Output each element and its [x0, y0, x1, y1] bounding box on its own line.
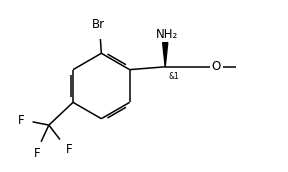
Text: NH₂: NH₂: [156, 28, 179, 41]
Text: Br: Br: [92, 18, 105, 30]
Text: &1: &1: [168, 72, 179, 82]
Text: F: F: [34, 147, 41, 160]
Text: F: F: [66, 143, 73, 156]
Text: O: O: [212, 60, 221, 73]
Polygon shape: [163, 43, 168, 67]
Text: F: F: [18, 114, 24, 127]
